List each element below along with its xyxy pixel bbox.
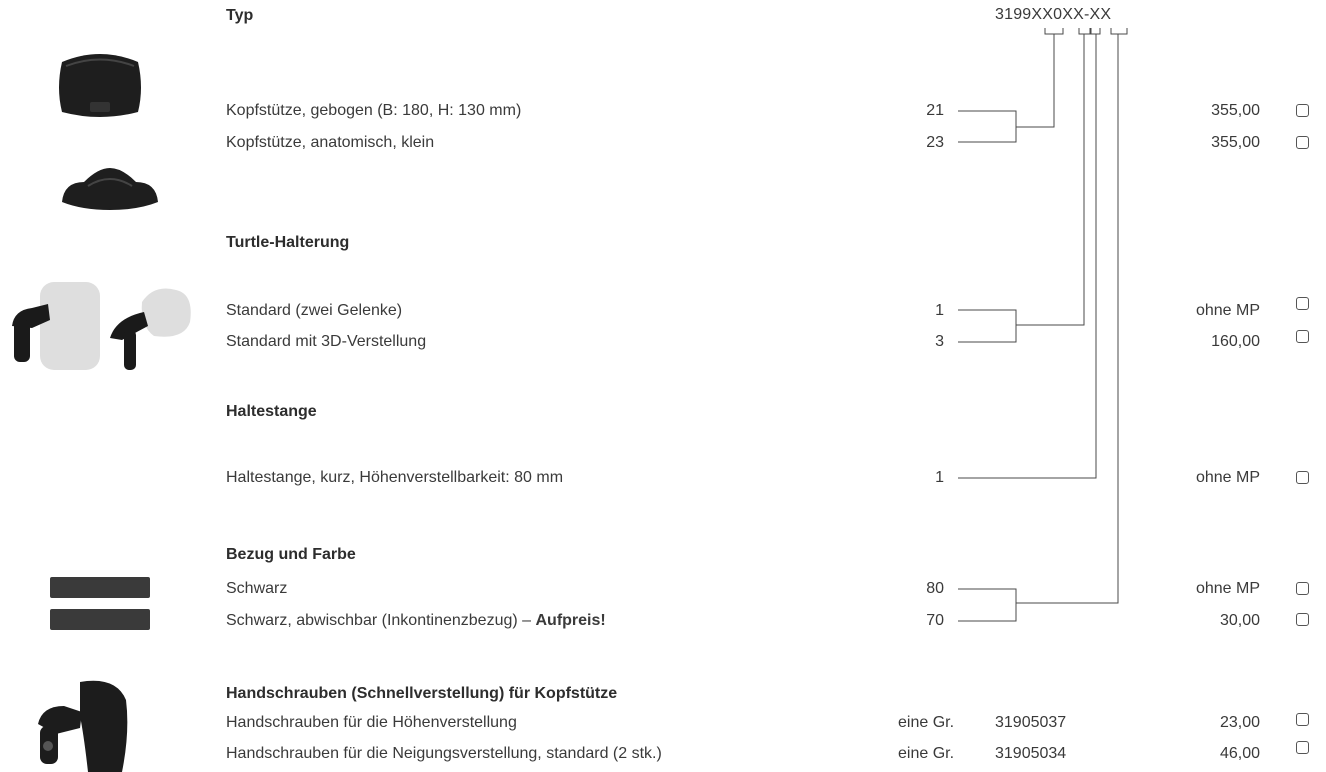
select-checkbox[interactable] [1296, 330, 1309, 343]
section-title-handschrauben: Handschrauben (Schnellverstellung) für K… [226, 685, 618, 702]
color-swatch-schwarz [50, 577, 150, 598]
row-code: 21 [926, 102, 944, 119]
row-label-text: Schwarz, abwischbar (Inkontinenzbezug) – [226, 612, 536, 629]
row-price: 355,00 [1211, 134, 1260, 151]
row-code: 1 [935, 469, 944, 486]
row-price: ohne MP [1195, 580, 1260, 597]
type-code: 3199XX0XX-XX [995, 6, 1112, 23]
section-title-turtle: Turtle-Halterung [226, 234, 350, 251]
row-label: Standard mit 3D-Verstellung [226, 333, 427, 350]
select-checkbox[interactable] [1296, 582, 1309, 595]
select-checkbox[interactable] [1296, 297, 1309, 310]
color-swatch-schwarz-abwischbar [50, 609, 150, 630]
select-checkbox[interactable] [1296, 104, 1309, 117]
select-checkbox[interactable] [1296, 471, 1309, 484]
row-code: 70 [926, 612, 944, 629]
row-code: 23 [926, 134, 944, 151]
row-label: Schwarz [226, 580, 288, 597]
row-article-number: 31905034 [995, 745, 1067, 762]
row-code: 80 [926, 580, 944, 597]
row-price: 160,00 [1211, 333, 1260, 350]
row-size: eine Gr. [898, 714, 955, 731]
row-size: eine Gr. [898, 745, 955, 762]
section-title-haltestange: Haltestange [226, 403, 317, 420]
row-price: 46,00 [1219, 745, 1260, 762]
row-label: Kopfstütze, anatomisch, klein [226, 134, 435, 151]
surcharge-note: Aufpreis! [535, 612, 606, 629]
row-code: 3 [935, 333, 944, 350]
handscrew-headrest-image [38, 680, 128, 772]
typ-label: Typ [226, 7, 254, 24]
headrest-anatomic-image [62, 168, 158, 210]
row-price: ohne MP [1195, 469, 1260, 486]
row-label: Handschrauben für die Neigungsverstellun… [226, 745, 662, 762]
row-price: 23,00 [1219, 714, 1260, 731]
row-price: ohne MP [1195, 302, 1260, 319]
select-checkbox[interactable] [1296, 741, 1309, 754]
select-checkbox[interactable] [1296, 613, 1309, 626]
row-code: 1 [935, 302, 944, 319]
select-checkbox[interactable] [1296, 136, 1309, 149]
turtle-mount-image [12, 282, 191, 370]
row-label-inkontinenz: Schwarz, abwischbar (Inkontinenzbezug) –… [226, 611, 606, 631]
row-price: 355,00 [1211, 102, 1260, 119]
headrest-curved-image [59, 54, 141, 117]
select-checkbox[interactable] [1296, 713, 1309, 726]
row-label: Haltestange, kurz, Höhenverstellbarkeit:… [226, 469, 564, 486]
section-title-bezug: Bezug und Farbe [226, 546, 356, 563]
row-article-number: 31905037 [995, 714, 1067, 731]
row-label: Handschrauben für die Höhenverstellung [226, 714, 517, 731]
row-label: Standard (zwei Gelenke) [226, 302, 403, 319]
row-label: Kopfstütze, gebogen (B: 180, H: 130 mm) [226, 102, 522, 119]
row-price: 30,00 [1219, 612, 1260, 629]
